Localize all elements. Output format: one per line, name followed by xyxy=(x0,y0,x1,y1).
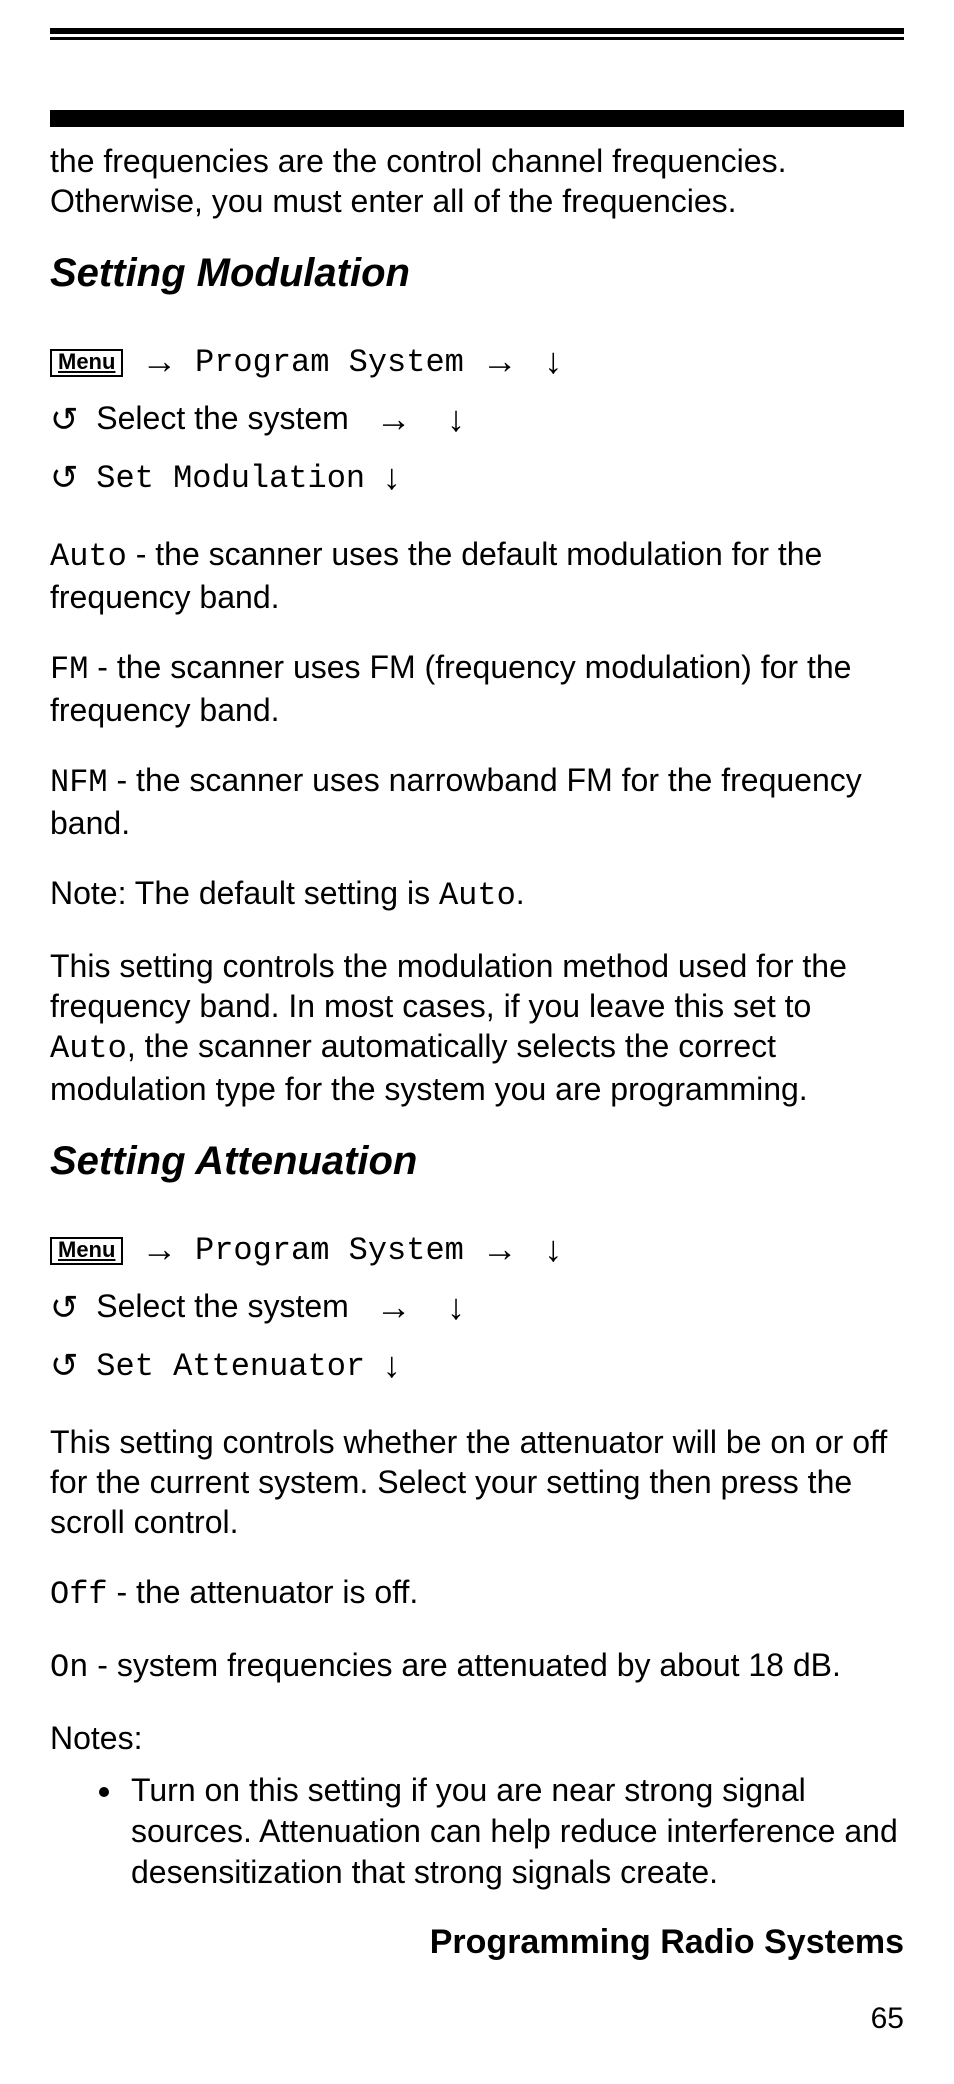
notes-label: Notes: xyxy=(50,1718,904,1758)
nav-sequence-attenuation: Menu → Program System → ↓ ↺ Select the s… xyxy=(50,1218,904,1392)
nav-step-select-system: Select the system xyxy=(96,400,349,436)
option-auto: Auto - the scanner uses the default modu… xyxy=(50,534,904,617)
nav-step-set-modulation: Set Modulation xyxy=(96,460,365,497)
arrow-right-icon: → xyxy=(482,1228,518,1269)
arrow-right-icon: → xyxy=(376,398,412,439)
nav-step-program-system: Program System xyxy=(195,1232,464,1269)
page-number: 65 xyxy=(50,2002,904,2036)
arrow-right-icon: → xyxy=(141,340,177,381)
option-off: Off - the attenuator is off. xyxy=(50,1572,904,1615)
rotate-icon: ↺ xyxy=(50,1339,79,1393)
rotate-icon: ↺ xyxy=(50,451,79,505)
default-note: Note: The default setting is Auto. xyxy=(50,873,904,916)
menu-button-label: Menu xyxy=(50,1237,123,1265)
rotate-icon: ↺ xyxy=(50,393,79,447)
top-double-rule xyxy=(50,28,904,127)
arrow-down-icon: ↓ xyxy=(544,340,562,381)
arrow-down-icon: ↓ xyxy=(447,1286,465,1327)
option-nfm: NFM - the scanner uses narrowband FM for… xyxy=(50,760,904,843)
arrow-down-icon: ↓ xyxy=(447,398,465,439)
arrow-down-icon: ↓ xyxy=(383,456,401,497)
arrow-right-icon: → xyxy=(482,340,518,381)
footer-chapter-title: Programming Radio Systems xyxy=(50,1923,904,1962)
list-item: Turn on this setting if you are near str… xyxy=(125,1770,904,1893)
arrow-right-icon: → xyxy=(141,1228,177,1269)
intro-continued: the frequencies are the control channel … xyxy=(50,141,904,221)
nav-step-set-attenuator: Set Attenuator xyxy=(96,1348,365,1385)
heading-setting-modulation: Setting Modulation xyxy=(50,251,904,296)
manual-page: the frequencies are the control channel … xyxy=(0,0,954,2084)
arrow-down-icon: ↓ xyxy=(544,1228,562,1269)
option-fm: FM - the scanner uses FM (frequency modu… xyxy=(50,647,904,730)
nav-sequence-modulation: Menu → Program System → ↓ ↺ Select the s… xyxy=(50,330,904,504)
heading-setting-attenuation: Setting Attenuation xyxy=(50,1139,904,1184)
nav-step-program-system: Program System xyxy=(195,344,464,381)
nav-step-select-system: Select the system xyxy=(96,1288,349,1324)
option-on: On - system frequencies are attenuated b… xyxy=(50,1645,904,1688)
menu-button-label: Menu xyxy=(50,349,123,377)
modulation-explain: This setting controls the modulation met… xyxy=(50,946,904,1109)
attenuation-intro: This setting controls whether the attenu… xyxy=(50,1422,904,1542)
rotate-icon: ↺ xyxy=(50,1281,79,1335)
arrow-right-icon: → xyxy=(376,1286,412,1327)
arrow-down-icon: ↓ xyxy=(383,1344,401,1385)
notes-list: Turn on this setting if you are near str… xyxy=(50,1770,904,1893)
